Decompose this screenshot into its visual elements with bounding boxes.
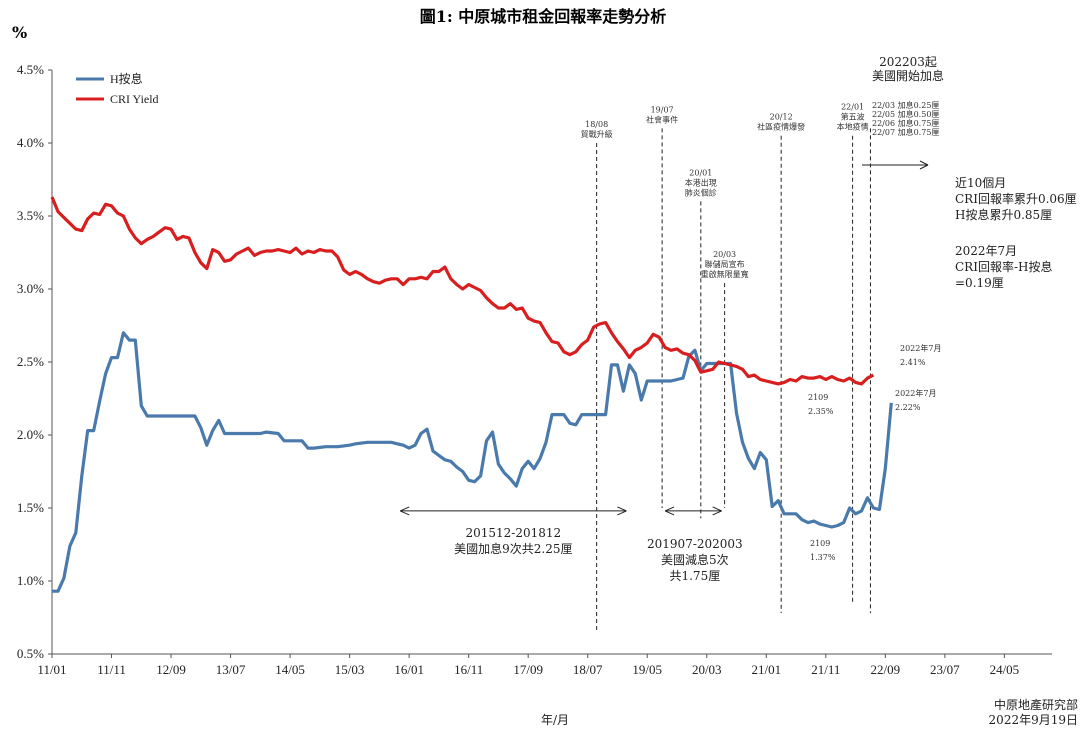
x-tick-label: 12/09 [156,662,186,677]
rate-hike-title: 美國開始加息 [872,68,944,83]
cri-low-label: 2.35% [808,407,834,416]
range-arrow-head [400,506,410,516]
y-tick-label: 4.5% [17,62,44,77]
series-lines [50,196,893,593]
range-arrow-head [712,506,722,516]
h-rate-line [52,331,893,593]
event-label: 社會事件 [646,114,678,124]
legend-label: CRI Yield [110,92,159,106]
x-tick-label: 17/09 [513,662,543,677]
event-label: 18/08 [585,120,608,129]
x-tick-label: 24/05 [990,662,1020,677]
h-low-label: 1.37% [810,553,836,562]
x-tick-label: 18/07 [573,662,603,677]
y-tick-label: 2.5% [17,354,44,369]
x-axis-label: 年/月 [541,713,569,727]
y-tick-label: 1.5% [17,500,44,515]
event-label: 聯儲局宣布 [705,259,745,269]
summary-text: CRI回報率-H按息 [955,259,1052,274]
range-label: 201512-201812 [465,526,561,540]
summary-text: H按息累升0.85厘 [955,207,1052,222]
x-tick-label: 21/01 [751,662,781,677]
x-tick-label: 20/03 [692,662,722,677]
arrow-head [919,160,929,170]
x-tick-label: 23/07 [930,662,960,677]
summary-text: 2022年7月 [955,244,1017,258]
cri-yield-line [50,196,875,386]
chart-title: 圖1: 中原城市租金回報率走勢分析 [420,7,667,26]
range-label: 共1.75厘 [669,569,720,583]
y-tick-label: 0.5% [17,646,44,661]
event-label: 20/01 [689,168,712,177]
x-tick-label: 16/01 [394,662,424,677]
legend-label: H按息 [110,71,143,86]
y-tick-label: 3.0% [17,281,44,296]
event-label: 19/07 [651,105,674,114]
rate-hike-list: 22/07 加息0.75厘 [872,127,939,137]
event-label: 貿戰升級 [581,129,613,139]
range-arrow-head [664,506,675,516]
range-label: 美國減息5次 [661,552,729,567]
x-tick-label: 11/11 [97,662,126,677]
summary-text: =0.19厘 [955,276,1004,290]
range-label: 美國加息9次共2.25厘 [454,541,572,556]
source-text: 2022年9月19日 [989,713,1078,727]
y-tick-label: 4.0% [17,135,44,150]
event-label: 肺炎個診 [685,187,717,197]
y-unit-label: % [12,23,27,42]
x-tick-label: 21/11 [811,662,840,677]
cri-low-label: 2109 [808,393,828,402]
rate-hike-title: 202203起 [879,55,937,69]
axis-ticks: 0.5% 1.0% 1.5% 2.0% 2.5% 3.0% 3.5% 4.0% 4.5% 11/0… [17,62,1019,677]
x-tick-label: 15/03 [335,662,365,677]
legend: H按息 CRI Yield [76,71,159,106]
x-tick-label: 14/05 [275,662,305,677]
y-tick-label: 1.0% [17,573,44,588]
cri-end-label: 2022年7月 [900,343,941,353]
y-tick-label: 2.0% [17,427,44,442]
summary-text: 近10個月 [955,176,1006,190]
range-arrow-head [617,506,627,516]
rate-hike-list: 22/03 加息0.25厘 [872,100,939,110]
x-tick-label: 22/09 [871,662,901,677]
event-label: 本地疫情 [837,122,869,132]
range-label: 201907-202003 [647,537,743,551]
x-tick-label: 13/07 [216,662,246,677]
x-tick-label: 11/01 [37,662,66,677]
event-label: 社區疫情爆發 [757,122,805,132]
event-label: 22/01 [841,103,864,112]
event-label: 重啟無限量寬 [701,269,749,279]
source-text: 中原地產研究部 [994,697,1078,712]
rate-hike-list: 22/06 加息0.75厘 [872,118,939,128]
h-end-label: 2022年7月 [895,388,936,398]
event-label: 本港出現 [685,177,717,187]
summary-text: CRI回報率累升0.06厘 [955,191,1077,206]
event-label: 第五波 [841,112,865,122]
x-tick-label: 19/05 [632,662,662,677]
cri-end-label: 2.41% [900,358,926,367]
event-label: 20/03 [713,250,736,259]
rate-hike-list: 22/05 加息0.50厘 [872,109,939,119]
y-tick-label: 3.5% [17,208,44,223]
x-tick-label: 16/11 [454,662,483,677]
event-label: 20/12 [770,113,793,122]
h-end-label: 2.22% [895,403,921,412]
h-low-label: 2109 [810,539,830,548]
